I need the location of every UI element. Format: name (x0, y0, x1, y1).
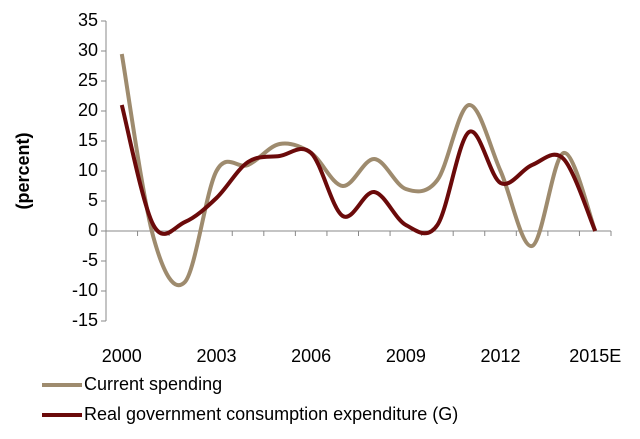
y-tick-label: 30 (78, 40, 98, 60)
series-line (119, 104, 598, 236)
legend-label: Real government consumption expenditure … (84, 404, 458, 424)
y-tick-label: 15 (78, 130, 98, 150)
y-tick-label: -5 (82, 250, 98, 270)
y-tick-label: 20 (78, 100, 98, 120)
legend-label: Current spending (84, 374, 222, 394)
series-line (119, 53, 598, 288)
y-tick-label: 10 (78, 160, 98, 180)
x-tick-label: 2009 (386, 346, 426, 366)
x-tick-label: 2003 (196, 346, 236, 366)
y-tick-label: 0 (88, 220, 98, 240)
x-tick-label: 2012 (481, 346, 521, 366)
y-tick-label: 25 (78, 70, 98, 90)
y-tick-label: 5 (88, 190, 98, 210)
x-tick-label: 2006 (291, 346, 331, 366)
y-tick-label: -15 (72, 310, 98, 330)
x-tick-label: 2015E (569, 346, 621, 366)
y-axis-label: (percent) (13, 132, 33, 209)
y-tick-label: -10 (72, 280, 98, 300)
y-tick-label: 35 (78, 10, 98, 30)
x-tick-label: 2000 (102, 346, 142, 366)
